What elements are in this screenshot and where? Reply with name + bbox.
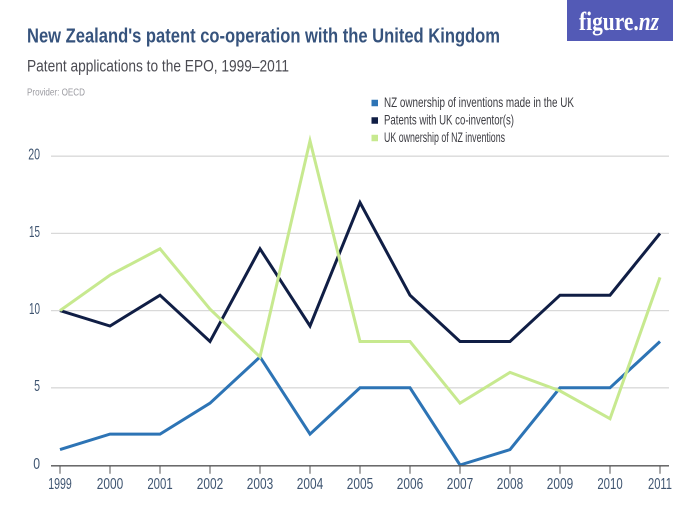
svg-text:Provider: OECD: Provider: OECD: [27, 86, 85, 98]
svg-text:Patents with UK co-inventor(s): Patents with UK co-inventor(s): [384, 113, 514, 128]
svg-text:0: 0: [33, 456, 40, 473]
svg-text:New Zealand's patent co-operat: New Zealand's patent co-operation with t…: [27, 26, 500, 48]
svg-text:20: 20: [28, 147, 40, 164]
svg-text:2007: 2007: [447, 476, 473, 493]
svg-text:NZ ownership of inventions mad: NZ ownership of inventions made in the U…: [384, 95, 574, 110]
svg-text:Patent applications to the EPO: Patent applications to the EPO, 1999–201…: [27, 57, 289, 75]
svg-text:1999: 1999: [48, 476, 72, 493]
svg-text:UK ownership of NZ inventions: UK ownership of NZ inventions: [384, 130, 505, 145]
svg-text:figure.nz: figure.nz: [579, 7, 660, 36]
svg-text:2003: 2003: [247, 476, 273, 493]
svg-text:2001: 2001: [147, 476, 172, 493]
svg-text:2004: 2004: [297, 476, 324, 493]
svg-text:2006: 2006: [397, 476, 423, 493]
svg-text:2002: 2002: [197, 476, 223, 493]
svg-text:10: 10: [29, 301, 40, 318]
svg-text:2000: 2000: [97, 476, 124, 493]
svg-text:15: 15: [29, 224, 40, 241]
svg-text:5: 5: [34, 378, 40, 395]
svg-text:2011: 2011: [648, 476, 672, 493]
svg-text:2009: 2009: [547, 476, 573, 493]
svg-text:2005: 2005: [347, 476, 373, 493]
svg-text:2008: 2008: [497, 476, 523, 493]
svg-text:2010: 2010: [597, 476, 623, 493]
